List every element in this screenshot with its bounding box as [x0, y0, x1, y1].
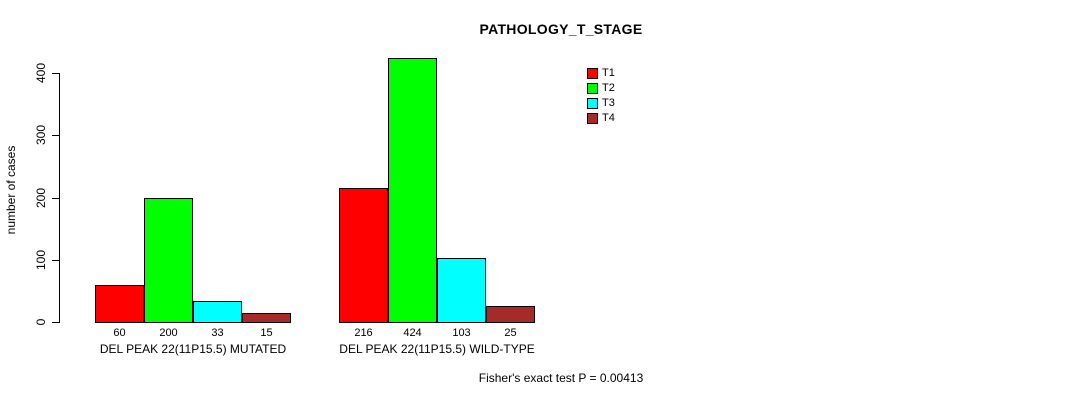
bar-t3-group2: [437, 258, 486, 323]
legend-swatch-t2: [587, 83, 598, 94]
bar-value-label: 216: [354, 327, 373, 339]
legend-label: T3: [602, 97, 615, 109]
bar-value-label: 15: [260, 327, 273, 339]
y-axis-tick: [52, 322, 59, 323]
legend-label: T2: [602, 82, 615, 94]
legend-swatch-t4: [587, 113, 598, 124]
legend-item-t3: T3: [587, 96, 615, 111]
legend-item-t1: T1: [587, 66, 615, 81]
y-axis-tick: [52, 73, 59, 74]
bar-t1-group2: [339, 188, 388, 323]
bar-value-label: 424: [403, 327, 422, 339]
bar-value-label: 25: [504, 327, 517, 339]
y-axis-tick: [52, 260, 59, 261]
annotation-text: Fisher's exact test P = 0.00413: [478, 371, 644, 385]
bar-t1-group1: [95, 285, 144, 323]
y-axis-label: number of cases: [4, 145, 18, 235]
y-axis-tick-label: 200: [34, 187, 48, 208]
bar-value-label: 33: [211, 327, 224, 339]
bar-t2-group2: [388, 58, 437, 323]
legend-item-t2: T2: [587, 81, 615, 96]
y-axis-tick-label: 100: [34, 249, 48, 270]
category-label: DEL PEAK 22(11P15.5) MUTATED: [99, 342, 287, 356]
y-axis-tick: [52, 135, 59, 136]
y-axis-tick-label: 0: [34, 318, 48, 326]
bar-t4-group1: [242, 313, 291, 323]
y-axis-tick-label: 300: [34, 125, 48, 146]
legend-swatch-t3: [587, 98, 598, 109]
y-axis-tick: [52, 198, 59, 199]
y-axis-line: [59, 73, 60, 323]
category-label: DEL PEAK 22(11P15.5) WILD-TYPE: [339, 342, 535, 356]
legend-swatch-t1: [587, 68, 598, 79]
legend: T1 T2 T3 T4: [587, 66, 615, 126]
legend-item-t4: T4: [587, 111, 615, 126]
y-axis-tick-label: 400: [34, 63, 48, 84]
bar-value-label: 103: [452, 327, 471, 339]
bar-value-label: 200: [159, 327, 178, 339]
bar-value-label: 60: [113, 327, 126, 339]
bar-t4-group2: [486, 306, 535, 323]
bar-t3-group1: [193, 301, 242, 323]
legend-label: T4: [602, 112, 615, 124]
legend-label: T1: [602, 67, 615, 79]
chart-title: PATHOLOGY_T_STAGE: [479, 21, 643, 37]
bar-t2-group1: [144, 198, 193, 323]
